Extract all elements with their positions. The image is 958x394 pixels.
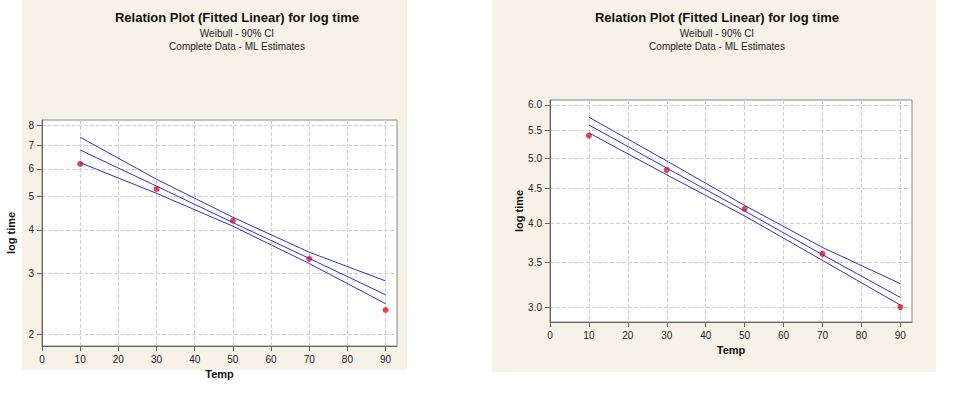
svg-text:10: 10 [75,354,87,365]
svg-text:Weibull - 90% CI: Weibull - 90% CI [680,28,754,39]
svg-text:80: 80 [856,330,868,341]
svg-text:40: 40 [700,330,712,341]
svg-text:30: 30 [151,354,163,365]
svg-text:Complete Data - ML Estimates: Complete Data - ML Estimates [169,41,305,52]
svg-text:8: 8 [28,120,34,131]
svg-text:20: 20 [113,354,125,365]
svg-text:log time: log time [513,190,525,232]
svg-text:90: 90 [380,354,392,365]
svg-text:6: 6 [28,163,34,174]
svg-text:4.0: 4.0 [528,218,542,229]
svg-text:3.5: 3.5 [528,257,542,268]
svg-text:Complete Data - ML Estimates: Complete Data - ML Estimates [649,41,785,52]
svg-text:80: 80 [342,354,354,365]
svg-text:5.5: 5.5 [528,125,542,136]
svg-text:5: 5 [28,191,34,202]
svg-text:5.0: 5.0 [528,153,542,164]
svg-text:70: 70 [817,330,829,341]
svg-text:Temp: Temp [717,344,746,356]
svg-text:Relation Plot (Fitted Linear): Relation Plot (Fitted Linear) for log ti… [115,10,359,25]
svg-text:Relation Plot (Fitted Linear): Relation Plot (Fitted Linear) for log ti… [595,10,839,25]
svg-text:70: 70 [304,354,316,365]
svg-text:3: 3 [28,268,34,279]
svg-text:7: 7 [28,140,34,151]
svg-text:10: 10 [583,330,595,341]
svg-text:0: 0 [547,330,553,341]
svg-text:60: 60 [265,354,277,365]
svg-text:4.5: 4.5 [528,183,542,194]
svg-text:50: 50 [227,354,239,365]
svg-text:40: 40 [189,354,201,365]
svg-text:6.0: 6.0 [528,99,542,110]
svg-text:50: 50 [739,330,751,341]
svg-text:log time: log time [5,212,17,254]
svg-text:30: 30 [661,330,673,341]
svg-text:4: 4 [28,224,34,235]
svg-text:3.0: 3.0 [528,302,542,313]
svg-text:90: 90 [895,330,907,341]
svg-text:0: 0 [39,354,45,365]
svg-text:60: 60 [778,330,790,341]
svg-text:2: 2 [28,329,34,340]
svg-text:Weibull - 90% CI: Weibull - 90% CI [200,28,274,39]
svg-text:20: 20 [622,330,634,341]
svg-text:Temp: Temp [205,368,234,380]
